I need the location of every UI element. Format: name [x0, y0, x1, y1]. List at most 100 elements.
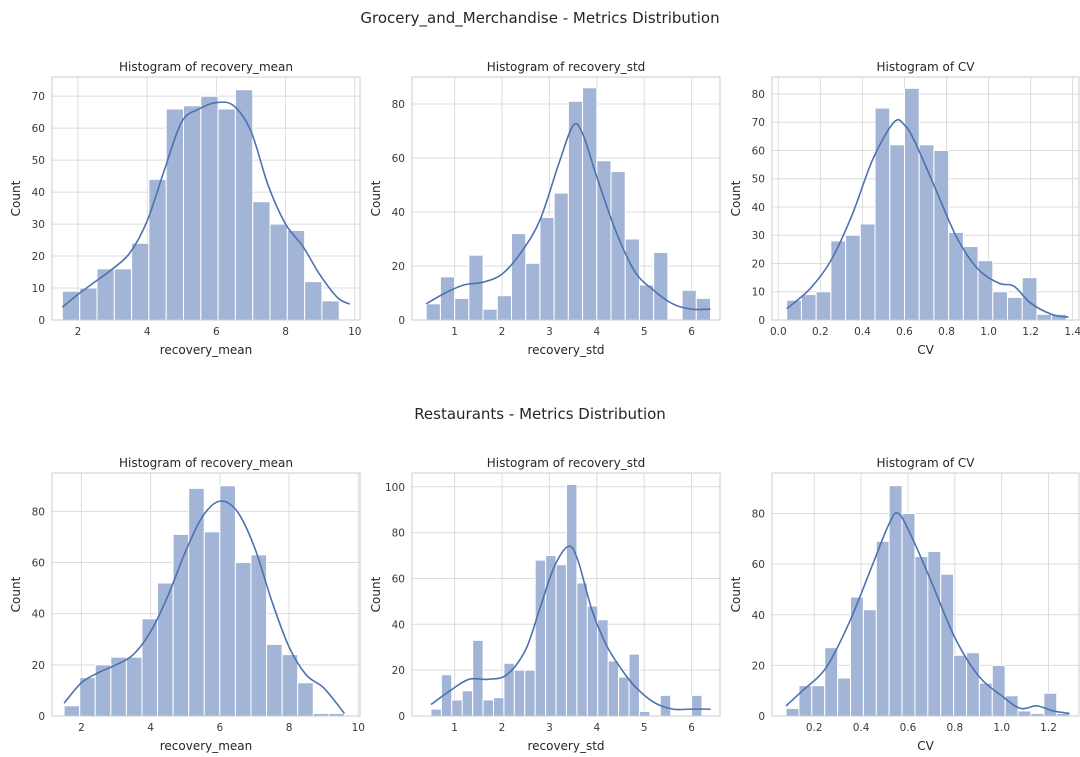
x-tick-label: 1.0: [980, 326, 997, 338]
y-tick-label: 20: [752, 660, 765, 672]
histogram-bar: [425, 303, 441, 321]
y-tick-label: 50: [32, 155, 45, 167]
plot-frame: [411, 76, 721, 321]
y-tick-label: 80: [32, 506, 45, 518]
y-tick-label: 40: [32, 609, 45, 621]
section-title-grocery: Grocery_and_Merchandise - Metrics Distri…: [360, 9, 720, 27]
histogram-bar: [113, 268, 133, 321]
histogram-bar: [977, 260, 994, 321]
kde-line: [425, 122, 711, 311]
section-title-restaurants: Restaurants - Metrics Distribution: [414, 405, 666, 423]
x-axis-label: recovery_mean: [160, 739, 253, 753]
histogram-bar: [200, 95, 219, 321]
histogram-bar: [79, 677, 96, 717]
kde-line: [430, 545, 711, 711]
x-tick-label: 3: [546, 326, 553, 338]
y-tick-label: 60: [32, 558, 45, 570]
histogram-bar: [953, 654, 968, 717]
histogram-bar: [597, 619, 609, 717]
chart-title: Histogram of recovery_std: [487, 60, 646, 74]
histogram-bar: [607, 660, 620, 717]
y-axis-label: Count: [729, 576, 743, 612]
x-tick-label: 5: [641, 326, 648, 338]
histogram-bar: [1021, 277, 1038, 321]
histogram-bar: [800, 294, 817, 321]
x-axis-label: recovery_std: [527, 739, 604, 753]
histogram-bar: [889, 144, 905, 321]
y-tick-label: 70: [32, 91, 45, 103]
chart-title: Histogram of recovery_mean: [119, 60, 293, 74]
histogram-bar: [513, 669, 526, 717]
histogram-bar: [553, 192, 569, 321]
histogram-bar: [439, 276, 456, 321]
x-tick-label: 4: [147, 722, 154, 734]
x-tick-label: 0.6: [900, 722, 917, 734]
x-axis-label: CV: [917, 343, 934, 357]
histogram-bar: [914, 556, 929, 717]
histogram-bar: [183, 105, 202, 321]
histogram-bar: [219, 485, 236, 717]
histogram-bar: [962, 246, 979, 321]
histogram-bar: [830, 240, 847, 321]
histogram-bar: [511, 233, 527, 321]
histogram-bar: [131, 242, 150, 321]
plot-frame: [411, 472, 721, 717]
histogram-bar: [525, 262, 541, 321]
histogram-bar: [63, 705, 81, 717]
histogram-bar: [811, 685, 826, 717]
x-tick-label: 1.4: [1064, 326, 1080, 338]
histogram-bar: [430, 708, 442, 717]
x-tick-label: 4: [593, 722, 600, 734]
x-tick-label: 3: [546, 722, 553, 734]
histogram-bar: [125, 656, 143, 717]
histogram-bar: [610, 171, 626, 321]
histogram-bar: [875, 540, 890, 717]
y-tick-label: 20: [32, 660, 45, 672]
y-tick-label: 0: [398, 315, 405, 327]
histogram-bar: [496, 295, 513, 321]
y-axis-label: Count: [369, 576, 383, 612]
histogram-bar: [992, 291, 1009, 321]
histogram-bar: [940, 573, 955, 717]
x-tick-label: 0.2: [812, 326, 829, 338]
histogram-panel: 2 4 6 8 10 0 20 40 60 80 Histogram of recovery_mea…: [9, 456, 365, 753]
histogram-bar: [148, 178, 167, 321]
histogram-panel: 0.0 0.2 0.4 0.6 0.8 1.0 1.2 1.4 0 10 20 30 40 50 60 70 8…: [729, 60, 1080, 357]
x-tick-label: 6: [688, 722, 695, 734]
histogram-bar: [297, 682, 314, 717]
histogram-bar: [785, 707, 800, 717]
histogram-bar: [503, 662, 515, 717]
y-tick-label: 40: [392, 619, 405, 631]
x-tick-label: 1: [451, 722, 458, 734]
histogram-bar: [1007, 296, 1023, 321]
histogram-bar: [281, 654, 299, 717]
y-tick-label: 50: [752, 174, 765, 186]
histogram-panel: 0.2 0.4 0.6 0.8 1.0 1.2 0 20 40 60 80 Histogram of …: [729, 456, 1080, 753]
histogram-bar: [582, 87, 598, 321]
x-tick-label: 1: [451, 326, 458, 338]
y-tick-label: 80: [752, 89, 765, 101]
histogram-bar: [901, 513, 916, 717]
histogram-bar: [451, 699, 463, 717]
y-tick-label: 60: [392, 153, 405, 165]
y-tick-label: 70: [752, 117, 765, 129]
histogram-bar: [624, 238, 640, 321]
histogram-bar: [321, 300, 340, 321]
x-tick-label: 6: [688, 326, 695, 338]
y-axis-label: Count: [9, 180, 23, 216]
histogram-bar: [681, 289, 697, 321]
x-tick-label: 2: [78, 722, 85, 734]
histogram-bar: [859, 223, 876, 321]
histogram-bar: [545, 555, 557, 717]
histogram-bar: [482, 308, 498, 321]
x-tick-label: 0.4: [853, 722, 870, 734]
histogram-bar: [903, 87, 920, 321]
chart-title: Histogram of CV: [876, 60, 975, 74]
y-tick-label: 20: [752, 258, 765, 270]
histogram-bar: [933, 149, 950, 321]
y-axis-label: Count: [369, 180, 383, 216]
y-tick-label: 0: [398, 711, 405, 723]
x-tick-label: 6: [213, 326, 220, 338]
